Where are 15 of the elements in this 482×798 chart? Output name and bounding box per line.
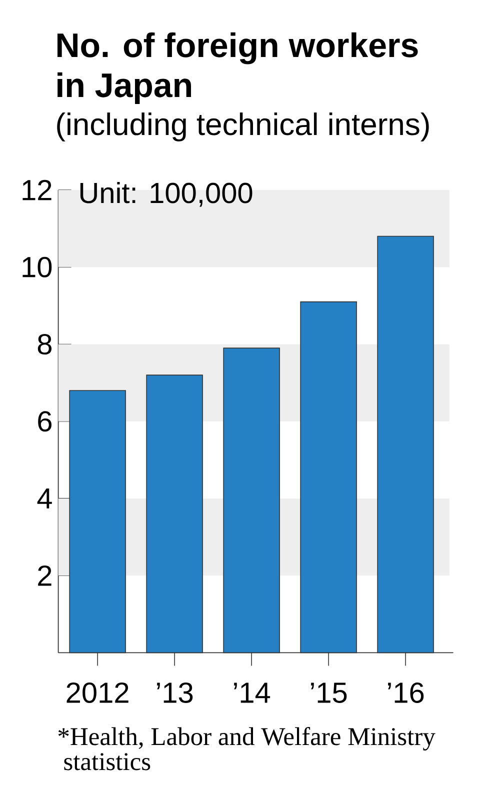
x-tick-label: ’15 <box>311 682 347 703</box>
x-tick-label: 2012 <box>66 682 128 703</box>
x-tick-label: ’13 <box>157 682 193 703</box>
x-tick-label: ’14 <box>234 682 270 703</box>
chart-subtitle: (including technical interns) <box>57 112 429 142</box>
y-tick-label: 10 <box>22 256 52 278</box>
y-tick-label: 12 <box>22 180 52 200</box>
y-tick-label: 6 <box>38 411 52 432</box>
y-tick-label: 8 <box>38 334 52 354</box>
chart-title: No. of foreign workers in Japan <box>57 32 418 104</box>
y-tick-label: 2 <box>38 565 52 586</box>
y-tick-label: 4 <box>37 488 52 508</box>
annotation: Unit: 100,000 <box>80 182 252 207</box>
text: *Health, Labor and Welfare Ministry statistics <box>58 727 436 770</box>
x-tick-label: ’16 <box>388 682 424 703</box>
